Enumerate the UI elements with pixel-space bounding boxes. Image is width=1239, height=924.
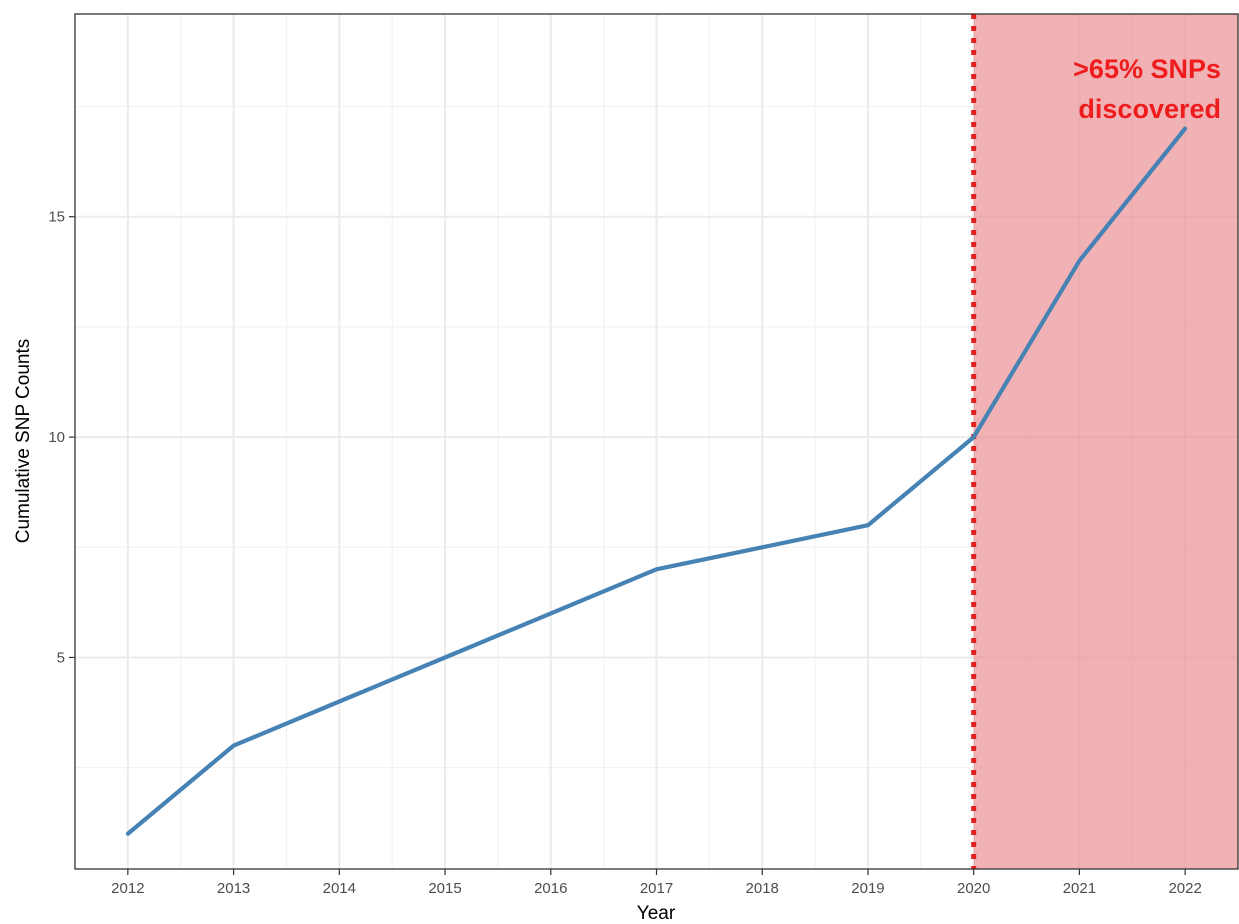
y-tick-label: 15 bbox=[48, 209, 65, 226]
shaded-region bbox=[973, 14, 1238, 869]
y-axis: 5 10 15 bbox=[48, 209, 75, 666]
x-tick-label: 2020 bbox=[957, 880, 990, 897]
x-axis: 2012 2013 2014 2015 2016 2017 2018 2019 2020 2021… bbox=[111, 869, 1202, 897]
y-axis-title: Cumulative SNP Counts bbox=[13, 339, 34, 544]
x-axis-title: Year bbox=[637, 903, 676, 924]
x-tick-label: 2012 bbox=[111, 880, 144, 897]
x-tick-label: 2019 bbox=[851, 880, 884, 897]
annotation-line-1: >65% SNPs bbox=[1073, 54, 1221, 84]
annotation-line-2: discovered bbox=[1078, 94, 1221, 124]
x-tick-label: 2021 bbox=[1063, 880, 1096, 897]
series-line bbox=[125, 126, 1188, 836]
x-tick-label: 2017 bbox=[640, 880, 673, 897]
y-tick-label: 5 bbox=[57, 649, 65, 666]
y-tick-label: 10 bbox=[48, 429, 65, 446]
x-tick-label: 2013 bbox=[217, 880, 250, 897]
x-tick-label: 2014 bbox=[323, 880, 356, 897]
x-tick-label: 2016 bbox=[534, 880, 567, 897]
x-tick-label: 2022 bbox=[1168, 880, 1201, 897]
x-tick-label: 2018 bbox=[746, 880, 779, 897]
x-tick-label: 2015 bbox=[428, 880, 461, 897]
